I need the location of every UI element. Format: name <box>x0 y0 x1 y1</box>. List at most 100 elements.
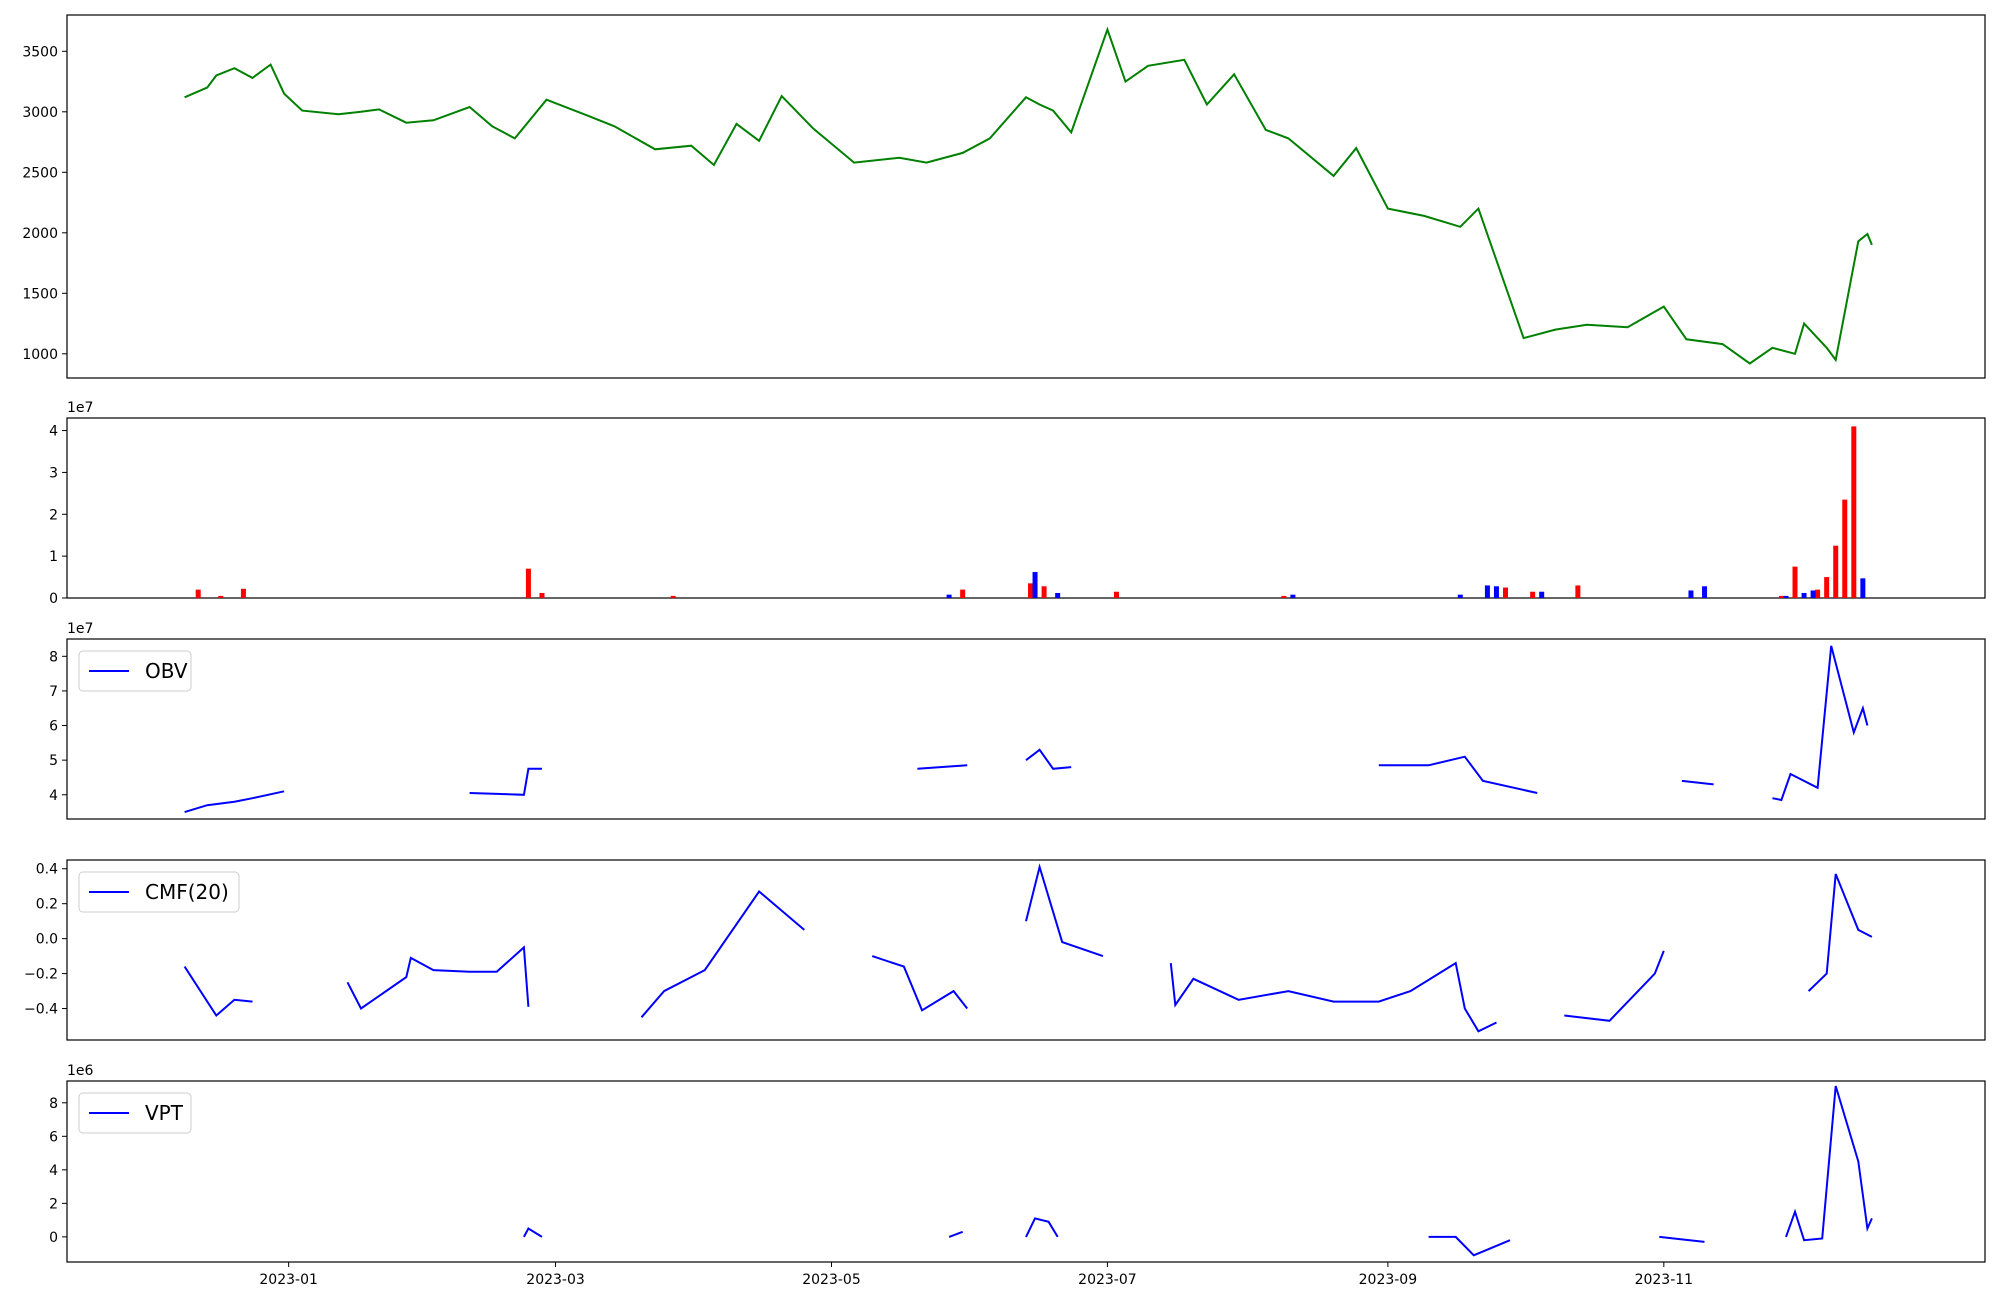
legend-label: OBV <box>145 659 188 683</box>
series-line-obv <box>1378 755 1538 794</box>
series-line-obv <box>184 790 285 814</box>
volume-bar <box>1530 591 1536 598</box>
x-tick-label: 2023-11 <box>1635 1272 1694 1288</box>
volume-bar <box>1484 585 1490 598</box>
series-line-vpt <box>523 1227 543 1238</box>
volume-bar <box>1041 586 1047 598</box>
x-tick-label: 2023-09 <box>1359 1272 1418 1288</box>
volume-bar <box>1028 583 1034 598</box>
volume-bar <box>1851 426 1857 598</box>
volume-bar <box>1810 590 1816 598</box>
y-tick-label: 2500 <box>22 165 58 181</box>
volume-bar <box>539 592 545 598</box>
volume-bar <box>1792 566 1798 598</box>
y-tick-label: 0.4 <box>36 862 58 878</box>
y-tick-label: 4 <box>49 1163 58 1179</box>
volume-bar <box>1815 589 1821 598</box>
volume-bar <box>1290 594 1296 598</box>
series-line-obv <box>1772 645 1869 802</box>
series-line-cmf-20- <box>871 955 968 1012</box>
series-line-cmf-20- <box>346 945 530 1010</box>
volume-bar <box>1575 585 1581 598</box>
y-tick-label: −0.4 <box>24 1002 58 1018</box>
axes-frame-3 <box>66 638 1986 820</box>
series-line-vpt <box>948 1230 964 1238</box>
series-line-cmf-20- <box>1564 950 1665 1022</box>
volume-bar <box>1702 586 1708 598</box>
volume-bar <box>1860 578 1866 598</box>
series-line-price <box>184 26 1873 365</box>
volume-bar <box>1032 572 1038 598</box>
x-tick-label: 2023-01 <box>259 1272 318 1288</box>
y-tick-label: 3 <box>49 465 58 481</box>
legend-box <box>78 1092 192 1134</box>
legend-label: CMF(20) <box>145 880 229 904</box>
volume-bar <box>670 595 676 598</box>
y-tick-label: 1 <box>49 549 58 565</box>
volume-bar <box>946 594 952 598</box>
volume-bar <box>1783 595 1789 598</box>
series-line-vpt <box>1785 1085 1873 1242</box>
y-tick-label: 0 <box>49 591 58 607</box>
legend-box <box>78 871 240 913</box>
y-tick-label: 7 <box>49 684 58 700</box>
axis-offset-label: 1e7 <box>67 400 93 416</box>
series-line-cmf-20- <box>1169 961 1497 1033</box>
y-tick-label: 3000 <box>22 105 58 121</box>
series-line-obv <box>1681 779 1714 786</box>
x-tick-label: 2023-07 <box>1078 1272 1137 1288</box>
volume-bar <box>195 589 201 598</box>
y-tick-label: 8 <box>49 1096 58 1112</box>
volume-bar <box>1842 499 1848 598</box>
y-tick-label: 1500 <box>22 286 58 302</box>
axis-offset-label: 1e6 <box>67 1063 94 1079</box>
volume-bar <box>1778 595 1784 598</box>
volume-bar <box>1539 591 1545 598</box>
y-tick-label: 0 <box>49 1230 58 1246</box>
series-line-vpt <box>1428 1235 1511 1257</box>
y-tick-label: 5 <box>49 753 58 769</box>
y-tick-label: 3500 <box>22 44 58 60</box>
volume-bar <box>1281 595 1287 598</box>
series-line-cmf-20- <box>183 966 253 1018</box>
volume-bar <box>218 595 224 598</box>
legend-label: VPT <box>145 1101 184 1125</box>
volume-bar <box>1688 590 1694 598</box>
series-line-obv <box>469 767 542 796</box>
axes-frame-2 <box>66 417 1986 599</box>
volume-bar <box>240 588 246 598</box>
series-line-cmf-20- <box>1807 873 1873 992</box>
volume-bar <box>1801 592 1807 598</box>
x-tick-label: 2023-05 <box>802 1272 861 1288</box>
y-tick-label: 2 <box>49 507 58 523</box>
y-tick-label: 0.2 <box>36 897 58 913</box>
axes-frame-1 <box>66 14 1986 379</box>
x-tick-label: 2023-03 <box>526 1272 585 1288</box>
volume-bar <box>960 589 966 598</box>
series-line-obv <box>917 764 968 770</box>
y-tick-label: 2 <box>49 1196 58 1212</box>
series-line-vpt <box>1659 1235 1705 1243</box>
y-tick-label: 0.0 <box>36 932 58 948</box>
y-tick-label: −0.2 <box>24 967 58 983</box>
y-tick-label: 1000 <box>22 347 58 363</box>
axes-frame-5 <box>66 1080 1986 1263</box>
volume-bar <box>1113 591 1119 598</box>
y-tick-label: 4 <box>49 424 58 440</box>
legend-box <box>78 650 192 692</box>
series-line-cmf-20- <box>640 890 805 1018</box>
volume-bar <box>1824 577 1830 598</box>
y-tick-label: 6 <box>49 719 58 735</box>
y-tick-label: 4 <box>49 788 58 804</box>
volume-bar <box>1493 586 1499 598</box>
series-line-cmf-20- <box>1025 863 1104 958</box>
volume-bar <box>525 568 531 598</box>
axis-offset-label: 1e7 <box>67 621 93 637</box>
y-tick-label: 2000 <box>22 226 58 242</box>
series-line-obv <box>1025 748 1072 770</box>
y-tick-label: 6 <box>49 1129 58 1145</box>
y-tick-label: 8 <box>49 649 58 665</box>
volume-bar <box>1457 594 1463 598</box>
